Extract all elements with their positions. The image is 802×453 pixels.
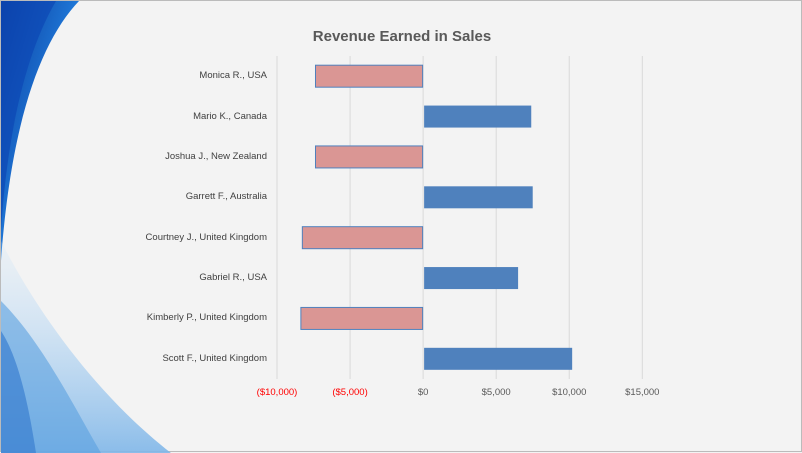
x-tick-label: ($5,000) (332, 387, 368, 398)
bar (300, 306, 424, 330)
bar (424, 347, 573, 370)
category-label: Monica R., USA (199, 70, 267, 82)
bar (424, 105, 532, 128)
category-label: Garrett F., Australia (185, 191, 267, 203)
category-label: Courtney J., United Kingdom (145, 231, 267, 243)
category-label: Joshua J., New Zealand (165, 150, 267, 162)
bar (424, 186, 533, 209)
category-label: Kimberly P., United Kingdom (146, 312, 267, 324)
bar (424, 267, 519, 290)
bar (301, 226, 424, 250)
bar (314, 64, 424, 88)
bar (314, 145, 424, 169)
category-label: Gabriel R., USA (199, 272, 267, 284)
chart-title: Revenue Earned in Sales (312, 28, 492, 45)
x-tick-label: $10,000 (552, 387, 587, 398)
x-tick-label: ($10,000) (256, 387, 298, 398)
x-tick-label: $5,000 (481, 387, 511, 398)
x-tick-label: $0 (417, 387, 429, 398)
category-label: Scott F., United Kingdom (162, 352, 267, 364)
category-label: Mario K., Canada (193, 110, 267, 122)
x-tick-label: $15,000 (625, 387, 660, 398)
